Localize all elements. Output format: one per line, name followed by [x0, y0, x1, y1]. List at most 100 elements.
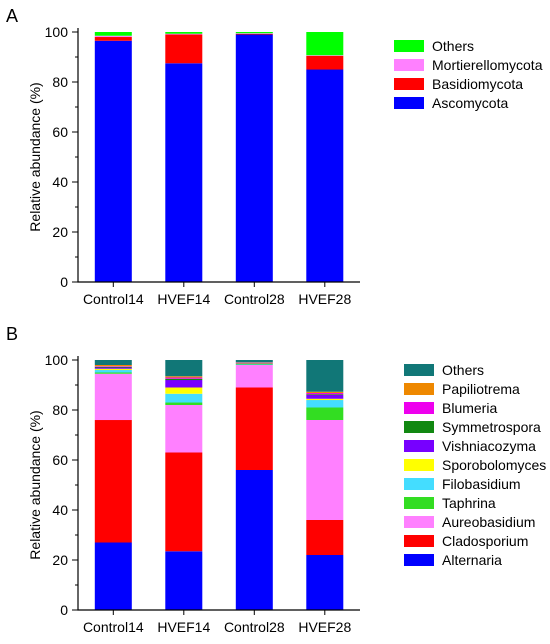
legend-swatch [394, 40, 424, 52]
bar-segment-a-hvef14-others [165, 32, 203, 34]
bar-segment-b-hvef28-filobasidium [306, 400, 344, 408]
y-tick-label: 60 [52, 124, 68, 140]
bar-segment-a-control28-others [235, 32, 273, 34]
panel-a-letter: A [6, 6, 18, 26]
bar-segment-b-hvef28-blumeria [306, 393, 344, 395]
legend-label: Vishniacozyma [442, 438, 536, 454]
bar-segment-b-control14-blumeria [94, 366, 132, 367]
bar-segment-b-hvef14-sporobolomyces [165, 387, 203, 394]
bar-segment-b-hvef28-taphrina [306, 407, 344, 420]
bar-segment-b-hvef28-alternaria [306, 555, 344, 610]
bar-segment-b-control28-sporobolomyces [235, 363, 273, 364]
legend-label: Ascomycota [432, 95, 508, 111]
legend-label: Mortierellomycota [432, 57, 543, 73]
y-axis-title: Relative abundance (%) [27, 82, 43, 231]
x-tick-label: HVEF14 [157, 291, 210, 307]
legend-label: Others [442, 362, 484, 378]
panel-b-chart: Control14 HVEF14 Control28 HVEF28 0 20 40 60 80 1… [27, 352, 546, 635]
legend-swatch [404, 402, 434, 414]
y-tick-label: 40 [52, 502, 68, 518]
legend-swatch [404, 364, 434, 376]
x-tick-label: HVEF28 [298, 619, 351, 635]
y-tick-label: 100 [45, 352, 69, 368]
bar-segment-b-control14-papiliotrema [94, 365, 132, 367]
legend-swatch [404, 383, 434, 395]
legend-label: Others [432, 38, 474, 54]
legend-label: Aureobasidium [442, 514, 535, 530]
bar-segment-b-control28-taphrina [235, 364, 273, 365]
bar-segment-b-hvef28-others [306, 360, 344, 392]
bar-segment-b-hvef14-taphrina [165, 402, 203, 405]
y-tick-label: 80 [52, 74, 68, 90]
x-tick-label: Control14 [83, 619, 144, 635]
legend-label: Alternaria [442, 552, 502, 568]
y-tick-label: 0 [60, 274, 68, 290]
bar-segment-b-control14-cladosporium [94, 420, 132, 543]
legend-swatch [404, 535, 434, 547]
bar-segment-b-control28-alternaria [235, 470, 273, 610]
bar-segment-b-control28-others [235, 360, 273, 363]
y-tick-label: 40 [52, 174, 68, 190]
legend-swatch [404, 497, 434, 509]
bar-segment-a-control28-mortierellomycota [235, 33, 273, 34]
panel-b-letter: B [6, 324, 18, 344]
bar-segment-b-control14-sporobolomyces [94, 368, 132, 371]
bar-segment-b-control14-alternaria [94, 542, 132, 610]
legend-label: Sporobolomyces [442, 457, 546, 473]
bar-segment-a-control14-ascomycota [94, 40, 132, 283]
bar-segment-a-control14-others [94, 32, 132, 36]
bar-segment-a-control14-basidiomycota [94, 37, 132, 41]
bar-segment-b-hvef14-aureobasidium [165, 405, 203, 453]
bar-segment-a-hvef28-mortierellomycota [306, 55, 344, 56]
bar-segment-b-hvef14-vishniacozyma [165, 380, 203, 388]
x-tick-label: Control28 [224, 619, 285, 635]
bar-segment-a-hvef14-basidiomycota [165, 34, 203, 64]
bar-segment-b-control28-filobasidium [235, 364, 273, 365]
legend-swatch [394, 59, 424, 71]
bar-segment-b-hvef28-sporobolomyces [306, 398, 344, 401]
legend-swatch [404, 459, 434, 471]
x-tick-label: Control14 [83, 291, 144, 307]
legend-swatch [404, 516, 434, 528]
legend-swatch [394, 97, 424, 109]
y-tick-label: 20 [52, 552, 68, 568]
bar-segment-a-control14-mortierellomycota [94, 35, 132, 38]
bar-segment-b-hvef14-cladosporium [165, 452, 203, 552]
bar-segment-b-control28-vishniacozyma [235, 363, 273, 364]
x-tick-label: HVEF28 [298, 291, 351, 307]
bar-segment-b-control14-symmetrospora [94, 366, 132, 368]
legend-label: Filobasidium [442, 476, 521, 492]
bar-segment-a-hvef28-ascomycota [306, 69, 344, 282]
bar-segment-b-hvef14-blumeria [165, 377, 203, 379]
bar-segment-b-control28-aureobasidium [235, 365, 273, 388]
y-tick-label: 20 [52, 224, 68, 240]
bar-segment-b-control14-taphrina [94, 372, 132, 374]
bar-segment-b-control28-cladosporium [235, 387, 273, 470]
y-tick-label: 100 [45, 24, 69, 40]
legend-label: Symmetrospora [442, 419, 541, 435]
bar-segment-b-hvef14-filobasidium [165, 393, 203, 403]
y-axis-title: Relative abundance (%) [27, 410, 43, 559]
legend-label: Cladosporium [442, 533, 528, 549]
x-tick-label: HVEF14 [157, 619, 210, 635]
bar-segment-b-hvef14-papiliotrema [165, 376, 203, 378]
y-tick-label: 60 [52, 452, 68, 468]
legend-swatch [404, 440, 434, 452]
y-tick-label: 0 [60, 602, 68, 618]
bar-segment-a-control28-basidiomycota [235, 33, 273, 35]
bar-segment-a-hvef28-basidiomycota [306, 55, 344, 70]
bar-segment-b-hvef14-alternaria [165, 551, 203, 611]
bar-segment-b-hvef14-symmetrospora [165, 378, 203, 381]
bar-segment-b-hvef28-cladosporium [306, 520, 344, 555]
bar-segment-b-hvef28-symmetrospora [306, 394, 344, 396]
bar-segment-b-control14-filobasidium [94, 370, 132, 373]
bar-segment-b-hvef14-others [165, 360, 203, 377]
legend-label: Papiliotrema [442, 381, 520, 397]
legend-label: Blumeria [442, 400, 497, 416]
bar-segment-b-control14-others [94, 360, 132, 365]
legend-label: Basidiomycota [432, 76, 523, 92]
bar-segment-b-hvef28-papiliotrema [306, 391, 344, 394]
x-tick-label: Control28 [224, 291, 285, 307]
bar-segment-b-control14-aureobasidium [94, 373, 132, 421]
